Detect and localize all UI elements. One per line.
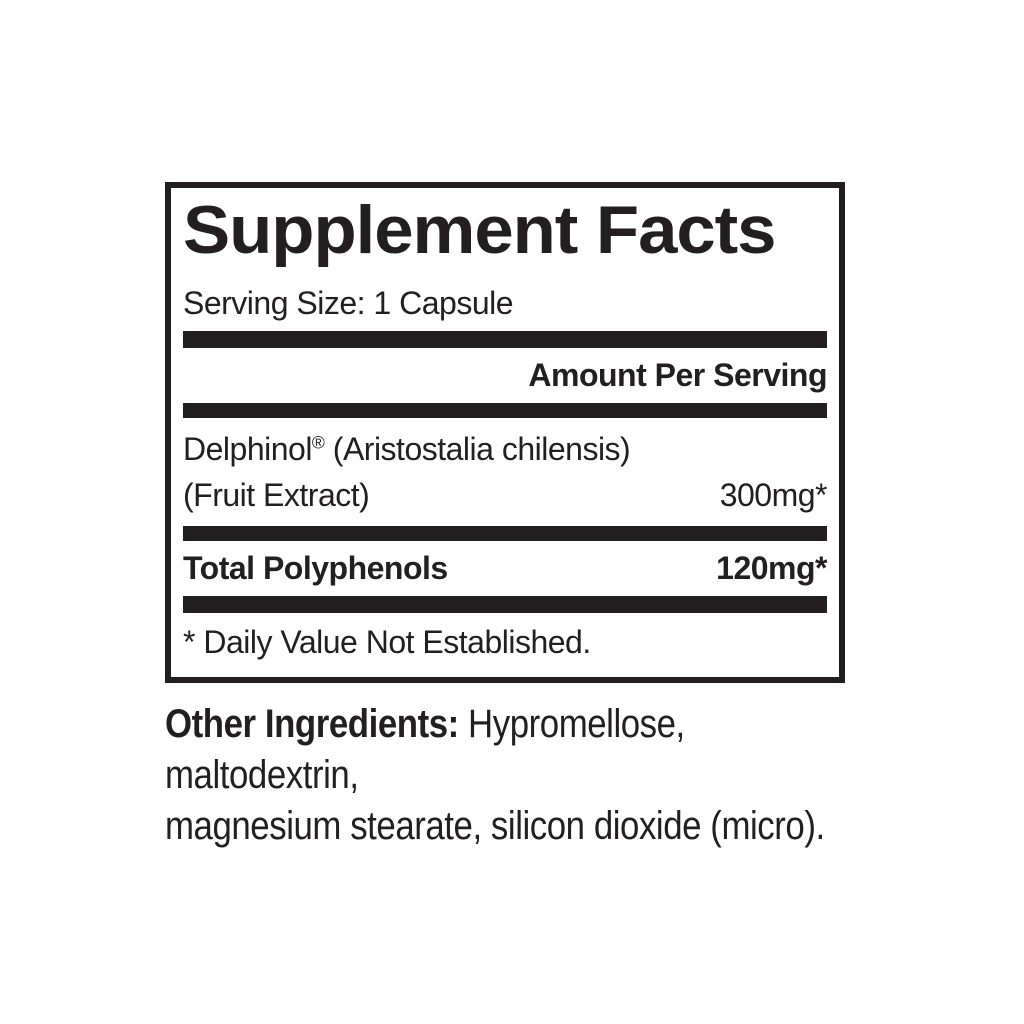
ingredient-name-suffix: (Aristostalia chilensis): [324, 431, 631, 467]
ingredient-row-delphinol: Delphinol® (Aristostalia chilensis) (Fru…: [183, 426, 828, 518]
ingredient-name-line: Delphinol® (Aristostalia chilensis): [183, 426, 827, 472]
daily-value-footnote: * Daily Value Not Established.: [183, 624, 591, 660]
ingredient-amount: 300mg*: [719, 477, 828, 513]
serving-size-text: Serving Size: 1 Capsule: [183, 285, 514, 321]
other-ingredients-line-2: magnesium stearate, silicon dioxide (mic…: [165, 804, 825, 848]
registered-trademark-icon: ®: [311, 432, 325, 453]
supplement-facts-panel: Supplement Facts Serving Size: 1 Capsule…: [165, 182, 845, 683]
thick-divider-after-ingredient: [183, 526, 827, 541]
amount-per-serving-header: Amount Per Serving: [528, 357, 827, 393]
other-ingredients-line-1: Other Ingredients: Hypromellose, maltode…: [165, 699, 870, 801]
total-polyphenols-row: Total Polyphenols 120mg*: [183, 547, 827, 589]
other-ingredients-line1-rest: Hypromellose, maltodextrin,: [165, 702, 685, 797]
thick-divider-top: [183, 331, 827, 348]
total-polyphenols-amount: 120mg*: [716, 550, 827, 586]
other-ingredients-lead: Other Ingredients:: [165, 702, 459, 746]
ingredient-name: Delphinol: [183, 431, 312, 467]
total-polyphenols-name: Total Polyphenols: [183, 550, 448, 586]
ingredient-subname: (Fruit Extract): [183, 477, 370, 513]
thick-divider-bottom: [183, 596, 827, 613]
thick-divider-after-header: [183, 403, 827, 418]
other-ingredients-paragraph: Other Ingredients: Hypromellose, maltode…: [165, 699, 870, 852]
ingredient-subname-line: (Fruit Extract) 300mg*: [183, 472, 828, 518]
panel-title: Supplement Facts: [183, 192, 776, 268]
